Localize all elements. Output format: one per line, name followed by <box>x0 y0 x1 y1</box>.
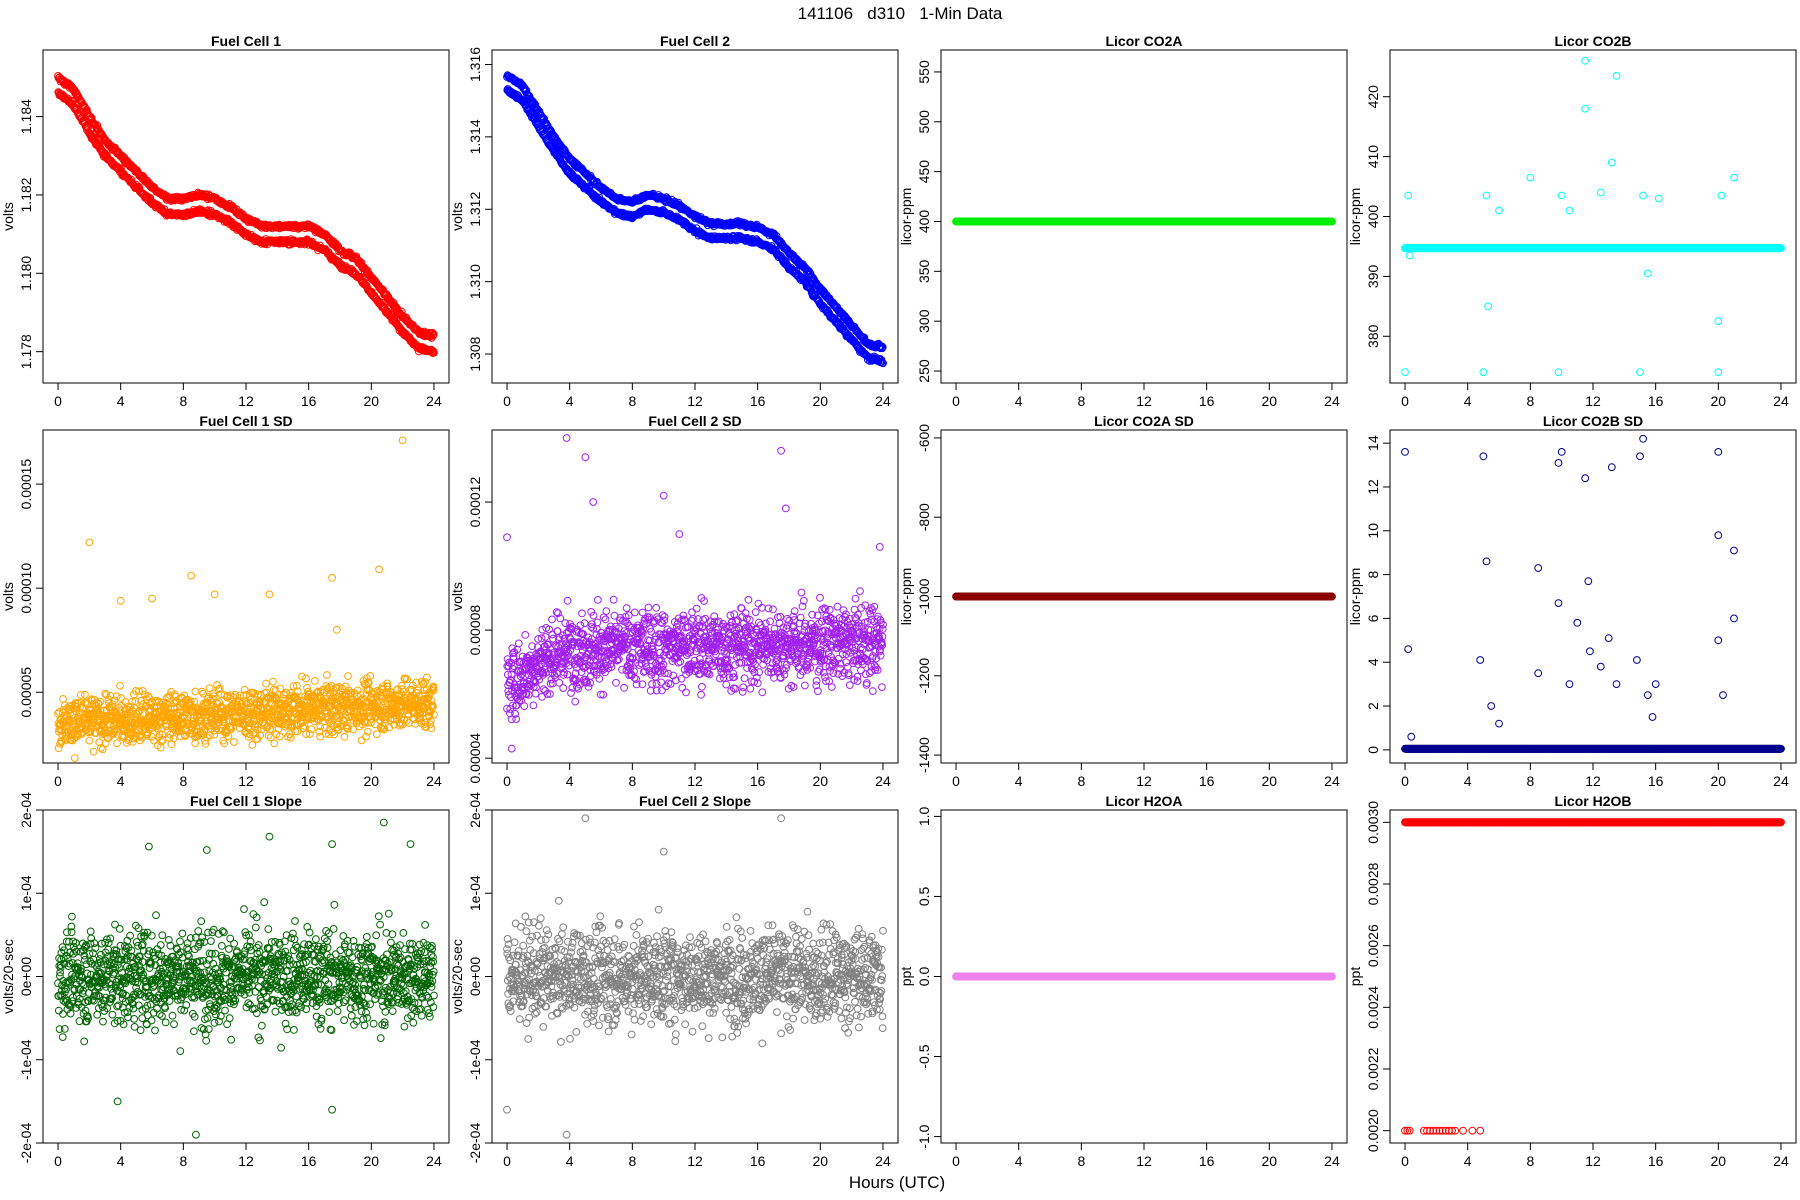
y-tick-label-fc2: 1.314 <box>467 119 483 154</box>
y-tick-label-fc1: 1.182 <box>18 177 34 212</box>
data-point <box>93 121 102 130</box>
figure-title: 141106 d310 1-Min Data <box>798 4 1003 23</box>
y-tick-label-co2a: 400 <box>916 210 932 234</box>
points-co2b <box>1401 56 1785 377</box>
panel-fc2: Fuel Cell 2 0 4 8 12 16 20 24 1.308 1.310 1.312 1.3… <box>449 33 899 409</box>
points-fc2 <box>503 71 887 368</box>
data-point <box>143 176 152 185</box>
data-point <box>70 85 79 94</box>
y-tick-label-co2b: 400 <box>1365 205 1381 229</box>
x-tick-label-co2a: 0 <box>952 393 960 409</box>
panel-title-co2b: Licor CO2B <box>1554 33 1631 49</box>
x-tick-label-fc2: 24 <box>875 393 891 409</box>
y-tick-label-fc2: 1.312 <box>467 192 483 227</box>
data-point <box>428 329 437 337</box>
x-tick-label-co2b: 16 <box>1648 393 1664 409</box>
x-tick-label-co2b: 8 <box>1526 393 1534 409</box>
data-point <box>250 237 259 246</box>
x-tick-label-fc2: 0 <box>503 393 511 409</box>
x-tick-label-fc2: 20 <box>813 393 829 409</box>
x-tick-label-fc2: 8 <box>628 393 636 409</box>
points-co2a <box>952 217 1336 226</box>
x-tick-label-fc2: 4 <box>566 393 574 409</box>
data-point <box>429 330 438 339</box>
data-point <box>357 259 366 267</box>
x-tick-label-fc2: 16 <box>750 393 766 409</box>
x-tick-label-fc1: 24 <box>426 393 442 409</box>
data-point <box>430 348 438 357</box>
x-tick-label-fc1: 16 <box>301 393 317 409</box>
points-fc1 <box>54 72 438 358</box>
x-tick-label-co2a: 16 <box>1199 393 1215 409</box>
y-tick-label-co2b: 390 <box>1365 264 1381 288</box>
y-tick-label-fc1: 1.180 <box>18 256 34 291</box>
data-point <box>878 343 887 352</box>
data-point <box>82 105 91 114</box>
y-tick-label-co2b: 420 <box>1365 85 1381 109</box>
x-tick-label-fc1: 4 <box>117 393 125 409</box>
y-axis-label-co2b: licor-ppm <box>1347 188 1363 246</box>
x-tick-label-fc1: 8 <box>179 393 187 409</box>
data-point <box>73 104 81 113</box>
panel-co2b: Licor CO2B 0 4 8 12 16 20 24 380 390 400 410 420 lico… <box>1347 33 1797 409</box>
y-tick-label-fc1: 1.178 <box>18 334 34 369</box>
y-tick-label-fc2: 1.310 <box>467 264 483 299</box>
y-tick-label-co2b: 410 <box>1365 145 1381 169</box>
y-tick-label-co2a: 250 <box>916 359 932 383</box>
x-tick-label-co2b: 20 <box>1711 393 1727 409</box>
y-tick-label-fc2: 1.308 <box>467 336 483 371</box>
y-tick-label-co2b: 380 <box>1365 324 1381 348</box>
x-tick-label-co2a: 4 <box>1015 393 1023 409</box>
panel-title-co2a: Licor CO2A <box>1105 33 1182 49</box>
x-tick-label-co2b: 4 <box>1464 393 1472 409</box>
x-tick-label-co2b: 12 <box>1585 393 1601 409</box>
x-tick-label-fc2: 12 <box>687 393 703 409</box>
x-tick-label-co2a: 8 <box>1077 393 1085 409</box>
panel-title-fc1: Fuel Cell 1 <box>211 33 281 49</box>
y-axis-label-co2a: licor-ppm <box>898 188 914 246</box>
data-point <box>879 359 887 368</box>
x-tick-label-co2b: 24 <box>1773 393 1789 409</box>
y-tick-label-fc2: 1.316 <box>467 47 483 82</box>
y-tick-label-co2a: 300 <box>916 309 932 333</box>
y-axis-label-fc1: volts <box>0 202 16 231</box>
x-tick-label-fc1: 20 <box>364 393 380 409</box>
y-tick-label-fc1: 1.184 <box>18 99 34 134</box>
y-tick-label-co2a: 350 <box>916 259 932 283</box>
data-point <box>522 86 531 95</box>
x-tick-label-co2a: 20 <box>1262 393 1278 409</box>
panel-title-fc2: Fuel Cell 2 <box>660 33 730 49</box>
data-point <box>395 323 403 331</box>
x-tick-label-co2b: 0 <box>1401 393 1409 409</box>
x-tick-label-fc1: 12 <box>238 393 254 409</box>
data-point <box>1328 217 1336 226</box>
y-tick-label-co2a: 450 <box>916 160 932 184</box>
x-tick-label-co2a: 24 <box>1324 393 1340 409</box>
y-tick-label-co2a: 550 <box>916 60 932 84</box>
x-tick-label-co2a: 12 <box>1136 393 1152 409</box>
y-axis-label-fc2: volts <box>449 202 465 231</box>
y-tick-label-co2a: 500 <box>916 110 932 134</box>
panel-co2a: Licor CO2A 0 4 8 12 16 20 24 250 300 350 400 450 500 5… <box>898 33 1348 409</box>
x-tick-label-fc1: 0 <box>54 393 62 409</box>
panel-fc1: Fuel Cell 1 0 4 8 12 16 20 24 1.178 1.180 1.182 1.1… <box>0 33 450 409</box>
data-point <box>524 91 533 100</box>
